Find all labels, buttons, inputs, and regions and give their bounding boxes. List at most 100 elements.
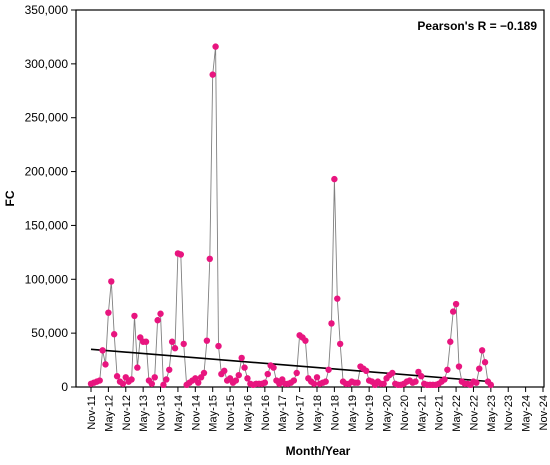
y-tick-label: 50,000 [31,326,68,340]
data-point [476,365,483,372]
x-tick-label: Nov-20 [399,395,411,430]
data-point [293,369,300,377]
x-axis-ticks: Nov-11 May-12 Nov-12 May-13 Nov-13 May-14 Nov-… [86,387,550,432]
data-point [212,43,219,50]
data-point [128,376,135,383]
y-tick-label: 350,000 [25,3,69,17]
data-point [157,310,164,317]
y-tick-label: 200,000 [25,165,69,179]
data-point [310,380,318,387]
series-line [90,46,492,387]
pearson-annotation: Pearson's R = −0.189 [417,19,537,33]
data-point [441,376,448,383]
data-point [238,354,245,362]
x-tick-label: Nov-19 [364,395,376,430]
data-point [171,345,179,352]
trend-line [90,348,491,383]
x-tick-label: Nov-11 [86,395,98,430]
data-point [131,312,138,320]
x-tick-label: Nov-17 [295,395,307,430]
x-tick-label: Nov-12 [121,395,133,430]
data-point [209,71,216,78]
data-point [113,373,121,380]
x-tick-label: Nov-21 [434,395,446,430]
data-point [302,337,309,344]
data-point [148,380,156,387]
data-point [290,377,298,384]
data-point [325,366,332,373]
x-tick-label: Nov-23 [503,395,515,430]
data-point [455,363,463,370]
x-tick-label: May-24 [521,395,533,432]
x-tick-label: May-23 [486,395,498,432]
data-point [142,338,150,345]
x-tick-label: Nov-13 [156,395,168,430]
data-point [232,377,240,384]
data-point [331,175,338,183]
data-point [270,364,277,371]
x-tick-label: May-19 [347,395,359,432]
x-tick-label: May-14 [173,395,185,432]
data-point [447,338,454,345]
y-tick-label: 0 [61,380,68,394]
y-axis-ticks: 0 50,000 100,000 150,000 200,000 250,000 300,0… [25,3,76,394]
data-point [215,342,222,350]
data-point [221,367,228,375]
data-point [119,380,127,387]
x-tick-label: Nov-18 [329,395,341,430]
x-tick-label: May-13 [138,395,150,432]
data-point [264,370,271,378]
data-point [261,379,269,386]
data-point [195,379,202,386]
plot-frame-group [75,9,545,388]
plot-frame [75,9,545,388]
data-point [418,373,425,380]
data-point [452,300,460,308]
y-tick-label: 150,000 [25,218,69,232]
data-point [322,378,329,385]
y-tick-label: 100,000 [25,272,69,286]
x-tick-label: Nov-24 [538,395,550,430]
data-point [151,374,158,381]
data-points-group [87,43,495,389]
data-point [363,367,370,375]
x-axis-title: Month/Year [286,444,351,458]
x-tick-label: May-15 [208,395,220,432]
x-tick-label: May-16 [242,395,254,432]
data-point [134,364,141,371]
x-tick-label: May-22 [451,395,463,432]
data-point [105,309,112,316]
data-point [389,369,396,377]
x-tick-label: May-12 [103,395,115,432]
x-tick-label: Nov-15 [225,395,237,430]
data-point [110,331,118,338]
x-tick-label: Nov-22 [468,395,480,430]
data-point [203,337,211,344]
data-point [235,371,242,379]
data-point [336,340,344,348]
data-point [160,381,167,389]
data-point [334,295,341,302]
y-tick-label: 250,000 [25,111,69,125]
data-point [108,278,115,285]
data-point [412,378,419,385]
data-point [241,364,248,371]
series-line-group [90,46,492,387]
data-point [244,375,251,382]
data-point [99,347,106,354]
data-point [380,380,387,387]
x-tick-label: Nov-16 [260,395,272,430]
data-point [96,377,103,384]
data-point [481,359,489,366]
data-point [154,317,161,324]
data-point [166,366,173,373]
data-point [328,320,335,327]
data-point [449,308,457,315]
x-tick-label: Nov-14 [190,395,202,430]
y-tick-label: 300,000 [25,57,69,71]
data-point [163,376,170,383]
data-point [354,379,361,386]
data-point [206,255,213,263]
